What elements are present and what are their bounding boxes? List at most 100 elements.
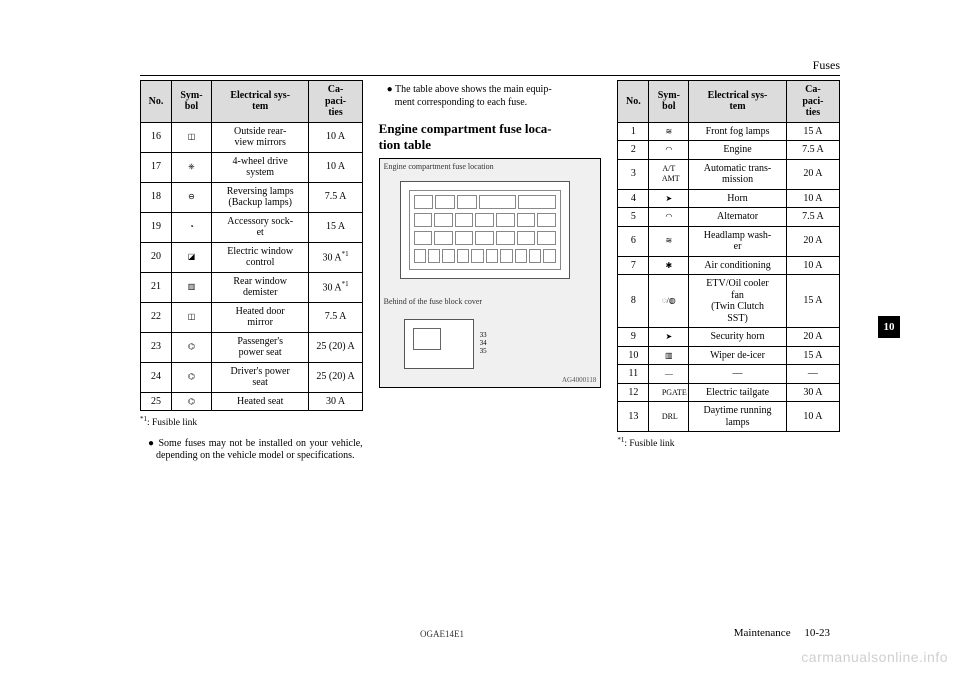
table-row: 9➤Security horn20 A [618,328,840,347]
table-row: 21▥Rear window demister30 A*1 [141,272,363,302]
left-bullet-note: ● Some fuses may not be installed on you… [148,438,363,463]
th-sym: Sym- bol [649,81,689,123]
cell-symbol: — [649,365,689,384]
table-row: 25⌬Heated seat30 A [141,392,363,411]
cell-symbol: ◔ [172,212,212,242]
cell-symbol: ◫ [172,122,212,152]
cell-system: — [689,365,787,384]
table-row: 12PGATEElectric tailgate30 A [618,383,840,402]
cell-system: Horn [689,189,787,208]
cell-no: 24 [141,362,172,392]
fuse-symbol-icon: ≋ [662,127,676,137]
fuse-location-figure: Engine compartment fuse location Behind … [379,158,602,388]
fuse-symbol-icon: ➤ [662,332,676,342]
cell-system: Reversing lamps (Backup lamps) [211,182,309,212]
table-row: 4➤Horn10 A [618,189,840,208]
cell-no: 18 [141,182,172,212]
fuse-symbol-icon: ⌬ [184,397,198,407]
cell-no: 4 [618,189,649,208]
cell-symbol: ➤ [649,328,689,347]
header-section: Fuses [813,58,840,72]
table-row: 2◠Engine7.5 A [618,141,840,160]
cell-capacity: 7.5 A [309,302,362,332]
cell-system: Air conditioning [689,256,787,275]
cell-symbol: ◠ [649,141,689,160]
cell-system: Front fog lamps [689,122,787,141]
table-row: 19◔Accessory sock- et15 A [141,212,363,242]
cell-no: 23 [141,332,172,362]
cell-symbol: ⌬ [172,392,212,411]
fuse-table-right: No. Sym- bol Electrical sys- tem Ca- pac… [617,80,840,432]
cell-system: Rear window demister [211,272,309,302]
fuse-symbol-icon: A/TAMT [662,164,676,174]
cell-symbol: A/TAMT [649,159,689,189]
cell-symbol: ▥ [172,272,212,302]
cell-no: 12 [618,383,649,402]
middle-column: ● The table above shows the main equip- … [379,80,602,620]
cell-capacity: 7.5 A [309,182,362,212]
table-row: 5◠Alternator7.5 A [618,208,840,227]
cell-system: Security horn [689,328,787,347]
table-row: 20◪Electric window control30 A*1 [141,242,363,272]
fuse-symbol-icon: — [662,369,676,379]
cell-capacity: 25 (20) A [309,332,362,362]
table-row: 6≋Headlamp wash- er20 A [618,226,840,256]
cell-symbol: ⌬ [172,332,212,362]
table-row: 10▥Wiper de-icer15 A [618,346,840,365]
table-row: 1≋Front fog lamps15 A [618,122,840,141]
figure-code: AG4000118 [562,376,596,384]
fuse-symbol-icon: ◠ [662,145,676,155]
cell-capacity: 30 A*1 [309,272,362,302]
cell-capacity: — [786,365,839,384]
cell-system: Wiper de-icer [689,346,787,365]
cell-no: 13 [618,402,649,432]
thumb-tab: 10 [878,316,900,338]
cell-system: Outside rear- view mirrors [211,122,309,152]
th-sym: Sym- bol [172,81,212,123]
th-sys: Electrical sys- tem [689,81,787,123]
footer-doc-code: OGAE14E1 [420,629,464,639]
fusebox-diagram [400,181,570,279]
cell-symbol: ➤ [649,189,689,208]
th-sys: Electrical sys- tem [211,81,309,123]
cell-capacity: 30 A [786,383,839,402]
cell-no: 1 [618,122,649,141]
table-row: 22◫Heated door mirror7.5 A [141,302,363,332]
fuse-table-left: No. Sym- bol Electrical sys- tem Ca- pac… [140,80,363,411]
cell-capacity: 30 A [309,392,362,411]
cell-capacity: 30 A*1 [309,242,362,272]
fuse-symbol-icon: ✱ [662,261,676,271]
fuse-symbol-icon: ◪ [184,252,198,262]
cell-capacity: 10 A [786,402,839,432]
fuse-symbol-icon: ≋ [662,236,676,246]
cell-system: Accessory sock- et [211,212,309,242]
fig1-caption: Engine compartment fuse location [384,162,494,171]
cell-system: Alternator [689,208,787,227]
fuse-symbol-icon: PGATE [662,388,676,398]
cell-symbol: ≋ [649,122,689,141]
cell-system: Electric window control [211,242,309,272]
fuse-symbol-icon: ◫ [184,132,198,142]
cell-symbol: ⌬ [172,362,212,392]
cell-symbol: DRL [649,402,689,432]
left-column: No. Sym- bol Electrical sys- tem Ca- pac… [140,80,363,620]
cell-no: 10 [618,346,649,365]
cell-capacity: 25 (20) A [309,362,362,392]
cell-system: Automatic trans- mission [689,159,787,189]
fuse-symbol-icon: ⊖ [184,192,198,202]
middle-bullet-top: ● The table above shows the main equip- … [387,84,602,109]
cell-symbol: ◌/◍ [649,275,689,328]
cell-capacity: 7.5 A [786,208,839,227]
th-cap: Ca- paci- ties [786,81,839,123]
fuse-symbol-icon: ⌬ [184,342,198,352]
fuse-symbol-icon: ▥ [662,351,676,361]
watermark: carmanualsonline.info [801,649,948,665]
cell-no: 2 [618,141,649,160]
cell-system: Daytime running lamps [689,402,787,432]
right-footnote: *1: Fusible link*1: Fusible link [617,436,840,451]
table-header-row: No. Sym- bol Electrical sys- tem Ca- pac… [141,81,363,123]
cell-system: Engine [689,141,787,160]
cell-system: Driver's power seat [211,362,309,392]
cell-no: 6 [618,226,649,256]
cell-capacity: 10 A [309,152,362,182]
